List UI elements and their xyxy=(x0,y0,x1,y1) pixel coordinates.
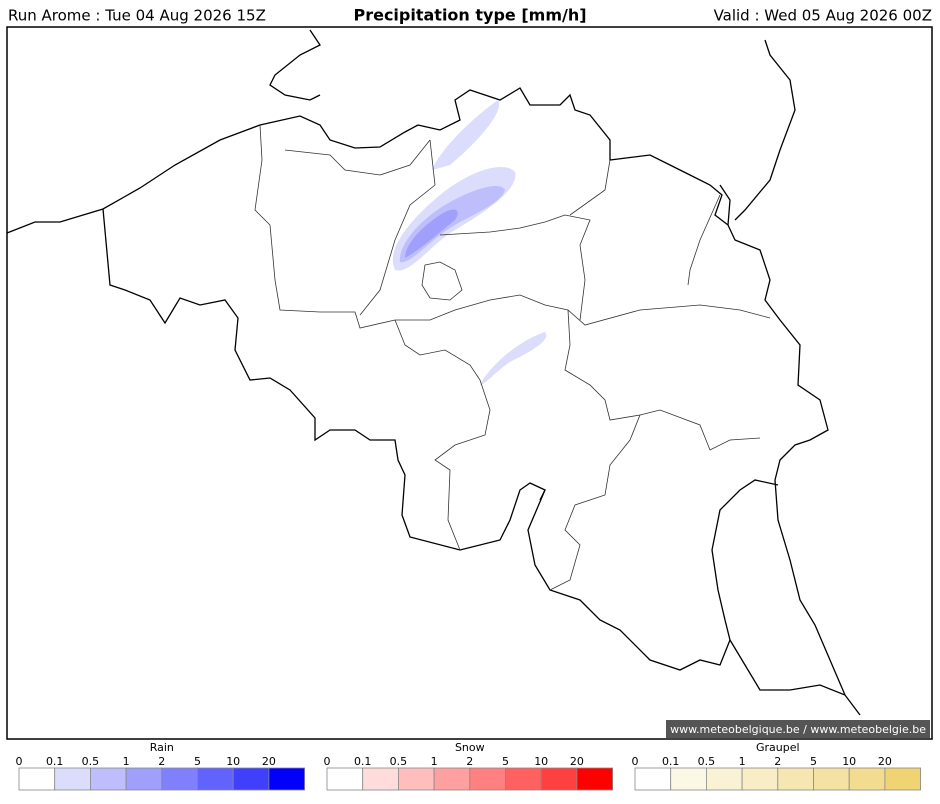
legend-tick: 1 xyxy=(123,755,130,768)
map: © www.meteobelgique.be / www.meteobelgie… xyxy=(6,26,933,740)
run-label: Run Arome : Tue 04 Aug 2026 15Z xyxy=(8,7,266,25)
credit: © www.meteobelgique.be / www.meteobelgie… xyxy=(656,723,927,736)
legend-swatch xyxy=(670,767,707,791)
legend-tick: 20 xyxy=(878,755,892,768)
legend-swatch xyxy=(125,767,163,791)
legend-tick: 0 xyxy=(324,755,331,768)
legend-tick: 20 xyxy=(262,755,276,768)
legend-tick: 0.5 xyxy=(698,755,716,768)
legend-tick: 0.1 xyxy=(46,755,64,768)
legend-swatch xyxy=(505,767,542,791)
legend-swatch xyxy=(634,767,672,791)
legend-swatch xyxy=(362,767,399,791)
legend-tick: 10 xyxy=(534,755,548,768)
legend-tick: 0 xyxy=(16,755,23,768)
legend-swatch xyxy=(848,767,886,791)
legend-tick: 1 xyxy=(739,755,746,768)
legend-swatch xyxy=(433,767,471,791)
legend-swatch xyxy=(197,767,234,791)
legend-swatch xyxy=(397,767,435,791)
legend-tick: 0.1 xyxy=(662,755,680,768)
legend-tick: 5 xyxy=(194,755,201,768)
legend-swatch xyxy=(706,767,743,791)
legend-swatch xyxy=(161,767,198,791)
legend-title: Rain xyxy=(150,741,174,754)
legend-swatch xyxy=(326,767,364,791)
legend-title: Snow xyxy=(455,741,485,754)
legend-tick: 5 xyxy=(810,755,817,768)
legend-swatch xyxy=(741,767,779,791)
legend-swatch xyxy=(576,767,614,791)
legend-tick: 10 xyxy=(842,755,856,768)
legend-swatch xyxy=(777,767,814,791)
legend-swatch xyxy=(268,767,305,791)
legend-swatch xyxy=(90,767,127,791)
legend-swatch xyxy=(469,767,506,791)
legend-swatch xyxy=(884,767,922,791)
legend-swatch xyxy=(18,767,56,791)
legend-tick: 0.1 xyxy=(354,755,372,768)
legend-swatch xyxy=(54,767,91,791)
legend-tick: 0.5 xyxy=(390,755,408,768)
provinces xyxy=(254,124,771,591)
legend-tick: 2 xyxy=(158,755,165,768)
title: Precipitation type [mm/h] xyxy=(353,6,586,25)
precipitation xyxy=(392,100,547,385)
legend-swatch xyxy=(540,767,578,791)
valid-label: Valid : Wed 05 Aug 2026 00Z xyxy=(714,7,932,25)
legend-tick: 2 xyxy=(466,755,473,768)
legend-tick: 1 xyxy=(431,755,438,768)
credit-box xyxy=(666,720,930,738)
legend-swatch xyxy=(813,767,850,791)
legend-tick: 2 xyxy=(774,755,781,768)
legend-tick: 20 xyxy=(570,755,584,768)
legend-tick: 5 xyxy=(502,755,509,768)
legend-tick: 0 xyxy=(632,755,639,768)
legend-tick: 10 xyxy=(226,755,240,768)
legend-title: Graupel xyxy=(756,741,800,754)
legend-swatch xyxy=(232,767,270,791)
legend-tick: 0.5 xyxy=(82,755,100,768)
